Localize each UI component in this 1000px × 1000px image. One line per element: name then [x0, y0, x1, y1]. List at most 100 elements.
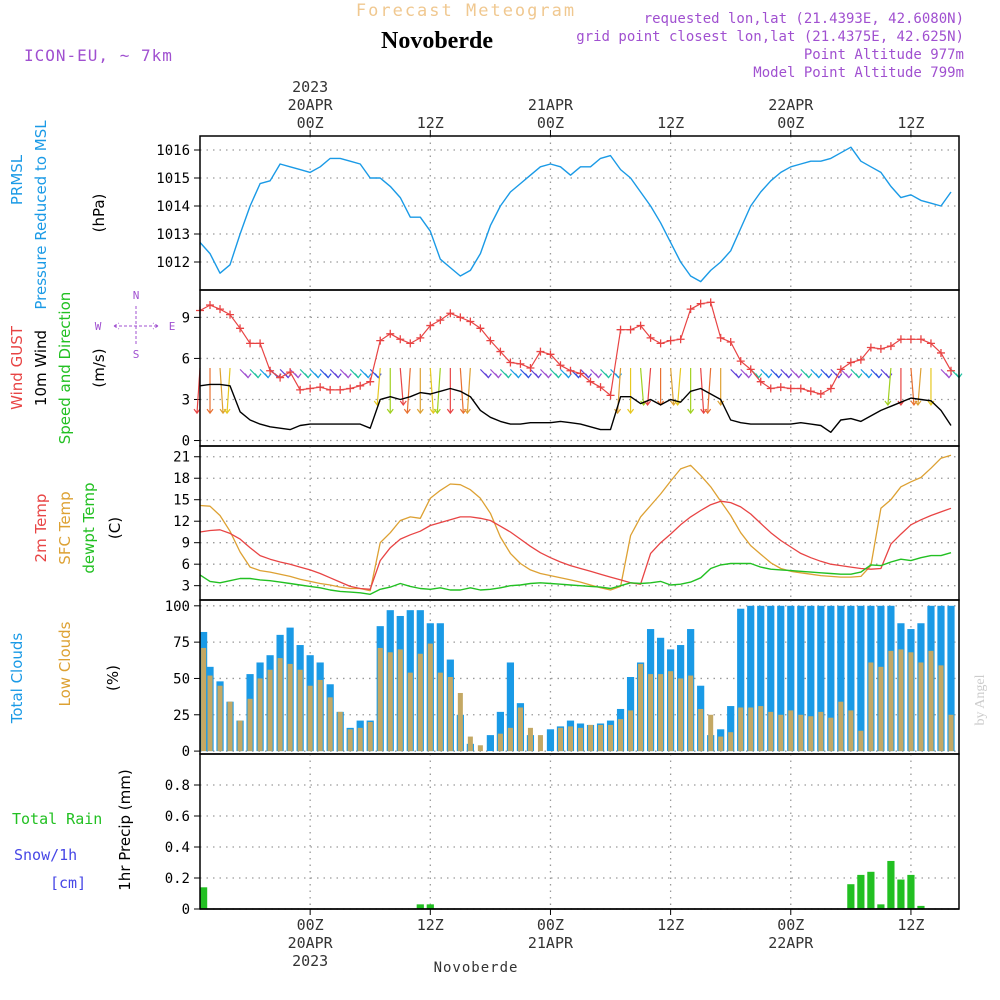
low-cloud-bar [407, 672, 413, 752]
gust-marker [226, 310, 235, 319]
wind-arrow-head [627, 408, 635, 415]
gust-marker [846, 358, 855, 367]
low-cloud-bar [277, 658, 283, 752]
time-label-bottom: 12Z [657, 916, 684, 934]
time-label-top: 00Z [297, 114, 324, 132]
wind-direction-arrow [226, 367, 231, 414]
gust-marker [366, 377, 375, 386]
wind-direction-arrow [436, 367, 441, 414]
low-cloud-bar [217, 685, 223, 752]
wind-direction-arrow [219, 367, 224, 414]
low-cloud-bar [838, 701, 844, 752]
wind-arrow-head [704, 408, 712, 415]
gust-marker [636, 321, 645, 330]
pressure-label-2: Pressure Reduced to MSL [32, 120, 50, 310]
gust-marker [836, 365, 845, 374]
low-cloud-bar [337, 711, 343, 752]
time-label-bottom: 00Z [777, 916, 804, 934]
y-tick-label: 0.6 [165, 809, 190, 825]
pressure-unit: (hPa) [90, 194, 108, 233]
gust-marker [856, 355, 865, 364]
y-tick-label: 15 [173, 493, 190, 509]
wind-direction-arrow [887, 367, 892, 405]
wind-arrow-head [765, 373, 773, 379]
pressure-label-1: PRMSL [8, 154, 26, 205]
precip-unit: 1hr Precip (mm) [116, 769, 134, 890]
low-cloud-bar [267, 669, 273, 752]
wind-speed-line [199, 383, 952, 433]
low-cloud-bar [527, 727, 533, 752]
y-tick-label: 3 [182, 392, 190, 408]
low-cloud-bar [227, 701, 233, 752]
wind-arrow-head [504, 373, 512, 379]
low-cloud-bar [608, 724, 614, 752]
low-cloud-bar [467, 736, 473, 752]
low-cloud-bar [878, 666, 884, 752]
wind-arrow-head [845, 373, 853, 379]
y-tick-label: 6 [182, 557, 190, 573]
wind-arrow-head [564, 373, 572, 379]
low-cloud-bar [928, 650, 934, 752]
low-cloud-bar [818, 711, 824, 752]
wind-arrow-head [294, 373, 302, 379]
wind-arrow-head [945, 373, 953, 379]
low-cloud-bar [848, 710, 854, 752]
wind-direction-arrow [646, 367, 652, 405]
y-tick-label: 50 [173, 671, 190, 687]
low-cloud-bar [648, 674, 654, 752]
y-tick-label: 0 [182, 902, 190, 918]
wind-arrow-head [755, 373, 763, 379]
total-cloud-bar [496, 711, 505, 752]
wind-arrow-head [825, 373, 833, 379]
gust-marker [656, 339, 665, 348]
wind-arrow-head [595, 373, 602, 379]
wind-arrow-head [494, 373, 502, 379]
product-title: Forecast Meteogram [356, 1, 576, 21]
gust-marker [686, 305, 695, 314]
wind-arrow-head [914, 400, 922, 406]
low-cloud-bar [798, 714, 804, 752]
time-label-bottom: 00Z [537, 916, 564, 934]
low-cloud-bar [307, 685, 313, 752]
rain-bar [847, 884, 855, 909]
total-cloud-bar [506, 662, 515, 752]
wind-direction-arrow [429, 367, 434, 414]
panels: 1012 1013 1014 1015 1016 PRMSL Pressure Reduce… [8, 120, 963, 918]
gust-marker [266, 366, 275, 375]
low-cloud-bar [247, 698, 253, 752]
low-cloud-bar [638, 663, 644, 752]
time-label-bottom: 2023 [292, 952, 328, 970]
gust-marker [806, 387, 815, 396]
time-label-top: 20APR [288, 96, 334, 114]
y-tick-label: 18 [173, 471, 190, 487]
wind-arrow-head [554, 373, 562, 379]
low-cloud-bar [437, 672, 443, 752]
wind-arrow-head [875, 373, 883, 379]
wind-arrow-head [324, 373, 332, 379]
rain-bar [867, 871, 875, 909]
time-label-top: 2023 [292, 78, 328, 96]
low-cloud-bar [808, 716, 814, 752]
low-cloud-bar [828, 717, 834, 752]
low-cloud-bar [938, 665, 944, 752]
low-cloud-bar [507, 727, 513, 752]
model-label: ICON-EU, ~ 7km [24, 46, 173, 65]
wind-arrow-head [534, 373, 542, 379]
low-cloud-bar [628, 710, 634, 752]
total-clouds-label: Total Clouds [8, 633, 26, 725]
low-cloud-bar [948, 714, 954, 752]
total-cloud-bar [857, 605, 865, 752]
time-label-bottom: 12Z [417, 916, 444, 934]
gust-marker [296, 385, 305, 394]
gust-marker [456, 313, 465, 322]
sfc-temp-line [199, 454, 952, 592]
total-cloud-bar [947, 605, 955, 752]
rain-bar [416, 904, 424, 909]
low-cloud-bar [567, 726, 574, 752]
low-cloud-bar [788, 710, 794, 752]
total-cloud-bar [747, 605, 755, 752]
snow-unit-label: [cm] [50, 874, 86, 892]
wind-arrow-head [687, 408, 695, 415]
low-cloud-bar [557, 727, 563, 752]
gust-marker [906, 335, 915, 344]
